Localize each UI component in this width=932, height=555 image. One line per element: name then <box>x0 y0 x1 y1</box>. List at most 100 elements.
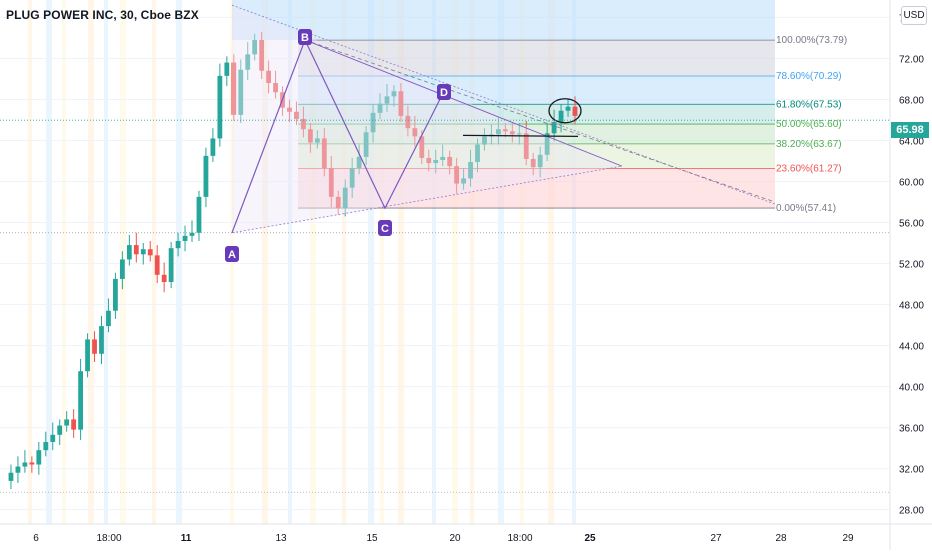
candle-body <box>71 419 77 430</box>
candle-body <box>224 62 230 76</box>
pattern-point-d: D <box>437 84 451 100</box>
pattern-point-badge <box>437 84 451 100</box>
candle-body <box>349 168 355 188</box>
session-band <box>572 0 576 524</box>
session-band <box>28 0 32 524</box>
fib-zone <box>298 40 775 76</box>
candle-body <box>245 54 251 70</box>
candle-body <box>468 162 473 179</box>
candle-body <box>572 106 578 116</box>
pattern-point-label: B <box>301 32 309 44</box>
candle-body <box>78 371 83 430</box>
triangle-pattern: A B C D <box>225 4 776 262</box>
session-band <box>398 0 404 524</box>
x-tick-label: 29 <box>842 533 854 544</box>
candle-body <box>537 154 543 168</box>
pattern-point-a: A <box>225 246 239 262</box>
pattern-point-badge <box>298 29 312 45</box>
candle-body <box>231 62 237 115</box>
pattern-lower-edge <box>231 165 623 234</box>
candle-body <box>370 112 376 133</box>
candle-body <box>558 110 564 123</box>
session-band <box>152 0 156 524</box>
candle-body <box>8 472 14 481</box>
candle-body <box>294 111 299 119</box>
candle-body <box>307 129 313 143</box>
candle-body <box>113 278 118 311</box>
candle-body <box>106 310 111 327</box>
currency-button[interactable]: USD <box>901 6 927 25</box>
candle-body <box>565 106 571 111</box>
pattern-point-badge <box>225 246 239 262</box>
session-band <box>62 0 66 524</box>
candle-body <box>301 118 306 130</box>
candle-body <box>99 326 104 354</box>
x-tick-label: 6 <box>33 533 39 544</box>
pattern-point-label: C <box>381 223 389 235</box>
candle-body <box>50 434 56 442</box>
chart-title: PLUG POWER INC, 30, Cboe BZX <box>6 8 199 22</box>
candle-body <box>15 466 21 473</box>
candle-body <box>92 339 97 354</box>
pattern-point-b: B <box>298 29 312 45</box>
y-tick-label: 64.00 <box>899 136 924 147</box>
candle-body <box>238 69 244 115</box>
session-bands <box>28 0 576 524</box>
trendline-solid <box>304 39 623 167</box>
session-band <box>342 0 346 524</box>
candle-body <box>509 131 515 135</box>
pattern-point-badge <box>378 220 392 236</box>
last-price-tag: 65.98 <box>891 122 929 138</box>
candle-body <box>273 83 278 93</box>
candle-body <box>314 138 320 143</box>
breakout-line <box>462 134 579 137</box>
fib-level-label: 23.60%(61.27) <box>776 163 842 174</box>
candle-body <box>523 133 529 159</box>
fibonacci-retracement: 100.00%(73.79) 78.60%(70.29) 61.80%(67.53)… <box>232 0 847 214</box>
session-band <box>470 0 474 524</box>
session-band <box>310 0 316 524</box>
y-tick-label: 36.00 <box>899 424 924 435</box>
candle-body <box>516 133 522 135</box>
fib-zone <box>298 75 775 105</box>
candle-body <box>266 70 272 84</box>
y-tick-label: 52.00 <box>899 260 924 271</box>
candle-body <box>126 245 132 260</box>
pattern-point-c: C <box>378 220 392 236</box>
y-tick-label: 72.00 <box>899 54 924 65</box>
fib-zone <box>298 124 775 144</box>
y-tick-label: 28.00 <box>899 506 924 517</box>
candle-body <box>189 232 195 236</box>
candle-body <box>502 129 508 132</box>
y-tick-label: 60.00 <box>899 178 924 189</box>
candle-body <box>175 240 181 249</box>
x-axis: 6 18:00 11 13 15 20 18:00 25 27 28 29 <box>0 523 932 544</box>
candle-body <box>454 166 460 184</box>
candle-body <box>363 132 369 157</box>
x-tick-label: 20 <box>449 533 461 544</box>
candle-body <box>544 133 550 155</box>
candle-body <box>154 255 160 275</box>
candle-body <box>482 136 487 145</box>
candle-body <box>182 235 188 241</box>
candle-body <box>22 462 28 467</box>
x-tick-label: 13 <box>275 533 287 544</box>
fib-zone <box>298 143 775 169</box>
candle-body <box>64 419 70 426</box>
fib-level-label: 100.00%(73.79) <box>776 35 847 46</box>
session-band <box>288 0 292 524</box>
candle-body <box>412 128 418 137</box>
session-band <box>452 0 458 524</box>
session-band <box>262 0 268 524</box>
candle-body <box>461 178 466 184</box>
fib-zone-top <box>232 0 775 41</box>
candle-body <box>57 425 63 435</box>
candle-body <box>475 144 480 163</box>
pattern-point-label: A <box>228 249 236 261</box>
candle-body <box>259 39 265 71</box>
candle-body <box>530 158 536 168</box>
session-band <box>46 0 52 524</box>
session-band <box>368 0 374 524</box>
